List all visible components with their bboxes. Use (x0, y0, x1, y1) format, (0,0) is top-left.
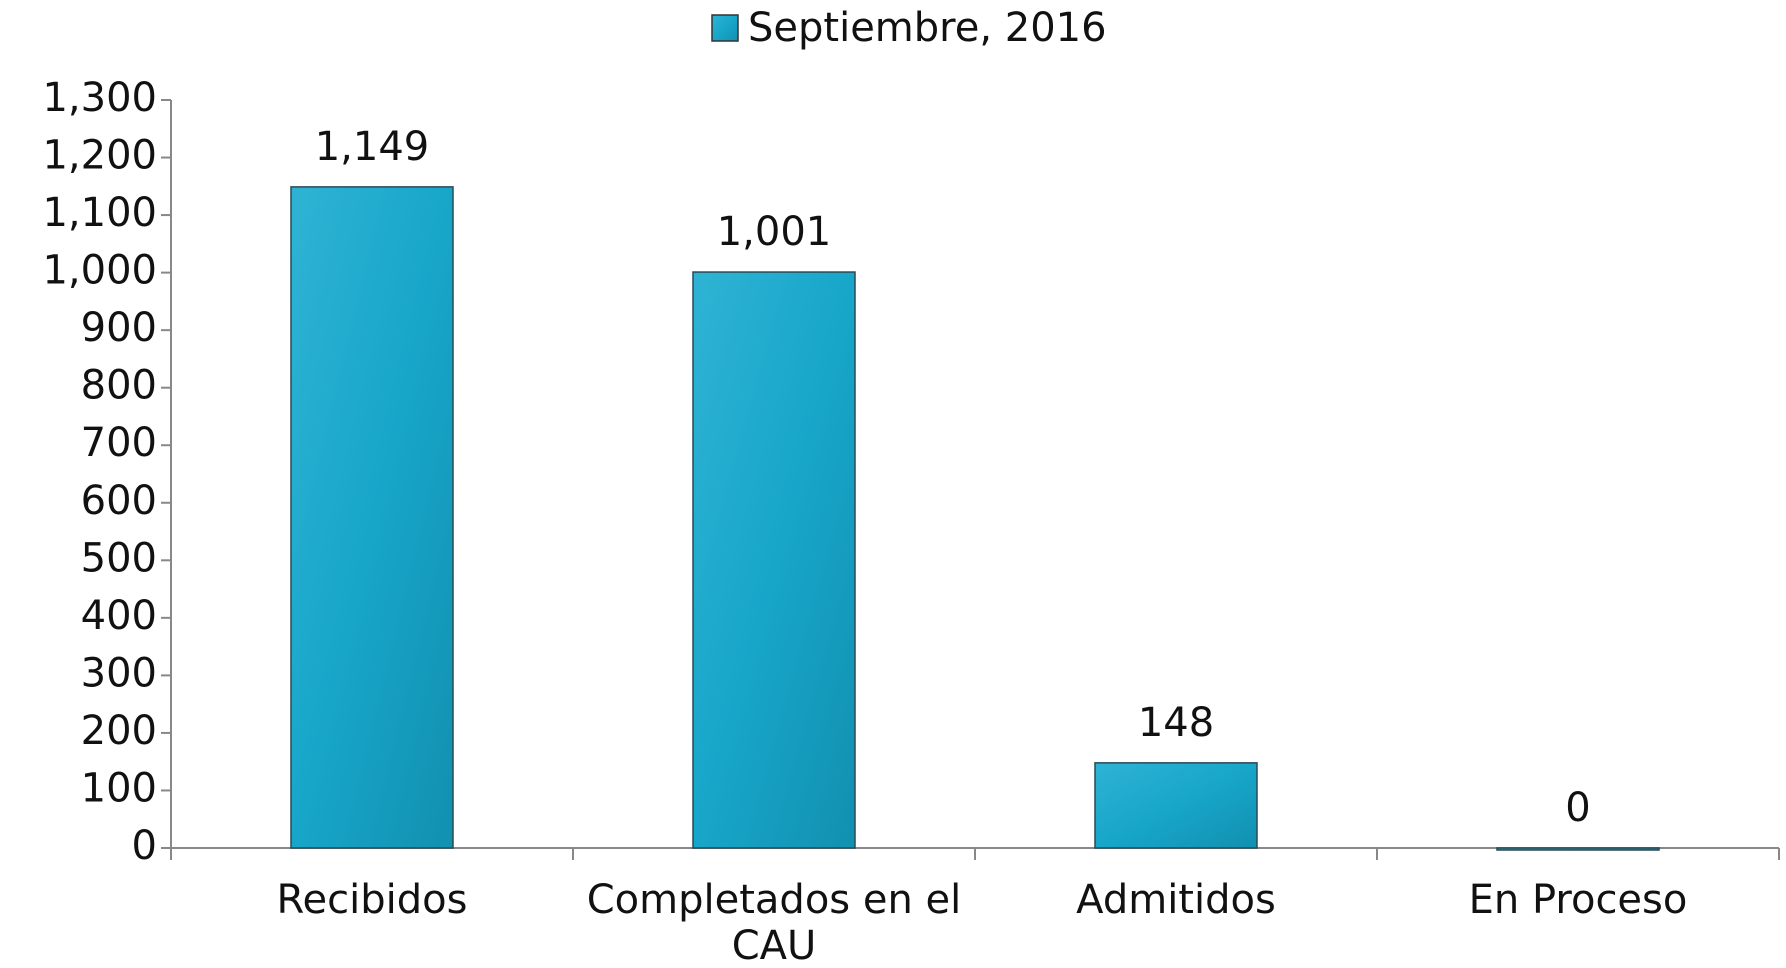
bar (692, 271, 856, 849)
bar (1094, 762, 1258, 849)
y-tick-label: 400 (81, 593, 157, 639)
y-tick-label: 700 (81, 420, 157, 466)
data-label: 1,149 (315, 124, 430, 170)
y-tick-label: 300 (81, 650, 157, 696)
y-tick-label: 1,100 (42, 190, 157, 236)
y-tick-label: 200 (81, 708, 157, 754)
y-tick-label: 1,300 (42, 75, 157, 121)
y-tick-label: 600 (81, 478, 157, 524)
x-tick-label: Completados en el CAU (587, 877, 962, 968)
x-tick-label: Recibidos (277, 877, 468, 923)
x-tick-label: Admitidos (1076, 877, 1276, 923)
y-tick-label: 1,200 (42, 133, 157, 179)
data-label: 1,001 (717, 209, 832, 255)
x-tick-label: En Proceso (1469, 877, 1688, 923)
y-tick-label: 100 (81, 765, 157, 811)
data-label: 0 (1565, 785, 1590, 831)
bar (290, 186, 454, 849)
y-tick-label: 800 (81, 363, 157, 409)
y-tick-label: 500 (81, 535, 157, 581)
legend-swatch (711, 14, 739, 42)
y-tick-label: 900 (81, 305, 157, 351)
bar (1496, 847, 1660, 851)
data-label: 148 (1138, 700, 1214, 746)
legend-label: Septiembre, 2016 (748, 5, 1107, 51)
y-tick-label: 1,000 (42, 248, 157, 294)
y-tick-label: 0 (132, 823, 157, 869)
